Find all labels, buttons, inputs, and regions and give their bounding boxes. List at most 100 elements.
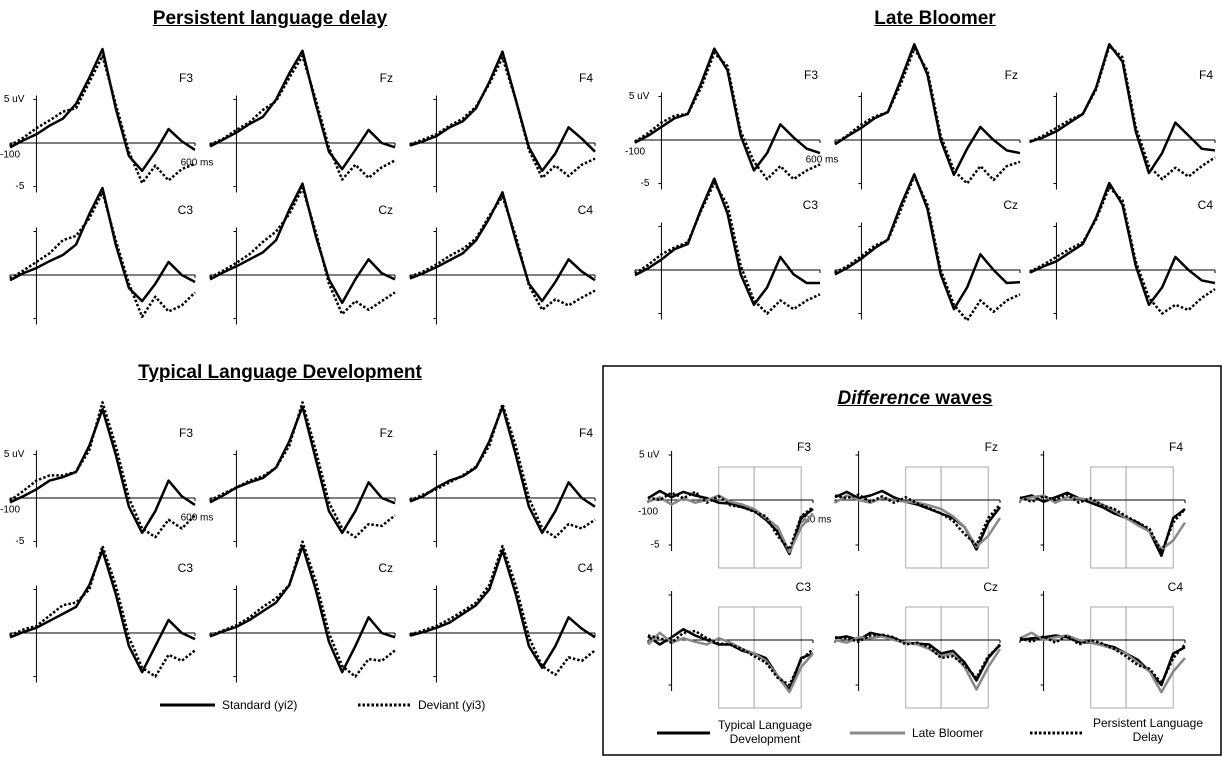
waveform — [647, 490, 814, 551]
analysis-window — [1125, 466, 1174, 569]
y-tick-label: -5 — [641, 178, 650, 189]
electrode-label: C4 — [578, 561, 594, 575]
electrode-label: C4 — [578, 203, 594, 217]
electrode-label: C3 — [178, 203, 194, 217]
electrode-label: C3 — [178, 561, 194, 575]
waveform — [1029, 43, 1216, 175]
waveform — [834, 493, 1001, 547]
waveform — [634, 177, 820, 307]
waveform — [409, 195, 596, 312]
chart-title: Late Bloomer — [874, 8, 996, 29]
waveform — [834, 635, 1002, 691]
waveform — [209, 544, 396, 674]
waveform — [209, 54, 396, 181]
electrode-label: Cz — [378, 561, 393, 575]
y-tick-label: -5 — [16, 181, 25, 192]
waveform — [9, 401, 196, 539]
waveform — [834, 633, 1001, 680]
waveform — [409, 405, 596, 535]
electrode-label: C3 — [803, 198, 819, 212]
x-tick-label: -100 — [0, 150, 20, 161]
legend-label: Deviant (yi3) — [418, 698, 486, 712]
waveform — [1029, 44, 1216, 181]
waveform — [634, 181, 821, 315]
legend-label: Typical Language Development — [717, 718, 813, 746]
waveform — [9, 549, 196, 674]
difference-box — [602, 365, 1222, 756]
electrode-label: Cz — [983, 580, 998, 594]
chart-title: Typical Language Development — [138, 362, 422, 383]
waveform — [9, 544, 196, 678]
electrode-label: F3 — [797, 440, 811, 454]
y-tick-label: 5 uV — [629, 91, 650, 102]
electrode-label: C4 — [1198, 198, 1214, 212]
waveform — [209, 186, 396, 316]
title-part: waves — [935, 388, 993, 409]
waveform — [9, 47, 196, 173]
analysis-window — [905, 606, 942, 709]
waveform — [9, 408, 196, 535]
waveform — [1029, 186, 1216, 315]
electrode-label: Cz — [1003, 198, 1018, 212]
waveform — [209, 401, 396, 539]
waveform — [647, 631, 814, 694]
waveform — [9, 186, 196, 303]
waveform — [1019, 631, 1186, 694]
y-tick-label: 5 uV — [4, 94, 25, 105]
waveform — [647, 627, 814, 691]
y-tick-label: 5 uV — [4, 449, 25, 460]
waveform — [634, 47, 821, 172]
electrode-label: F4 — [579, 71, 593, 85]
electrode-label: F4 — [579, 426, 593, 440]
y-tick-label: 5 uV — [639, 450, 660, 461]
waveform — [409, 402, 596, 539]
waveform — [209, 405, 396, 535]
waveform — [834, 174, 1021, 322]
chart-title: Difference waves — [838, 388, 993, 410]
electrode-label: Fz — [380, 71, 393, 85]
title-part: Difference — [837, 388, 931, 409]
x-tick-label: -100 — [0, 505, 20, 516]
electrode-label: F3 — [179, 71, 193, 85]
electrode-label: Fz — [1005, 68, 1018, 82]
waveform — [1019, 634, 1186, 685]
waveform — [1019, 493, 1186, 554]
analysis-window — [905, 466, 942, 569]
electrode-label: Fz — [985, 440, 998, 454]
electrode-label: Fz — [380, 426, 393, 440]
waveform — [409, 50, 596, 173]
waveform — [834, 43, 1021, 177]
legend-label: Standard (yi2) — [222, 698, 298, 712]
x-tick-label: 600 ms — [799, 515, 832, 526]
analysis-window — [718, 466, 755, 569]
waveform — [1019, 494, 1187, 551]
electrode-label: F4 — [1199, 68, 1213, 82]
waveform — [409, 191, 596, 303]
electrode-label: F3 — [179, 426, 193, 440]
waveform — [1019, 491, 1186, 558]
x-tick-label: 600 ms — [181, 158, 214, 169]
waveform — [409, 549, 596, 670]
x-tick-label: 600 ms — [806, 155, 839, 166]
analysis-window — [718, 606, 755, 709]
x-tick-label: -100 — [625, 147, 645, 158]
x-tick-label: 600 ms — [181, 513, 214, 524]
waveform — [834, 173, 1021, 311]
electrode-label: C3 — [796, 580, 812, 594]
legend-label: Late Bloomer — [912, 726, 984, 740]
waveform — [209, 182, 396, 305]
electrode-label: C4 — [1168, 580, 1184, 594]
electrode-label: Cz — [378, 203, 393, 217]
electrode-label: F3 — [804, 68, 818, 82]
waveform — [634, 51, 821, 181]
analysis-window — [1090, 606, 1127, 709]
chart-title: Persistent language delay — [152, 8, 388, 29]
waveform — [9, 54, 196, 185]
waveform — [209, 49, 396, 171]
analysis-window — [1090, 466, 1127, 569]
x-tick-label: -100 — [638, 507, 658, 518]
waveform — [209, 540, 396, 678]
waveform — [647, 629, 814, 687]
